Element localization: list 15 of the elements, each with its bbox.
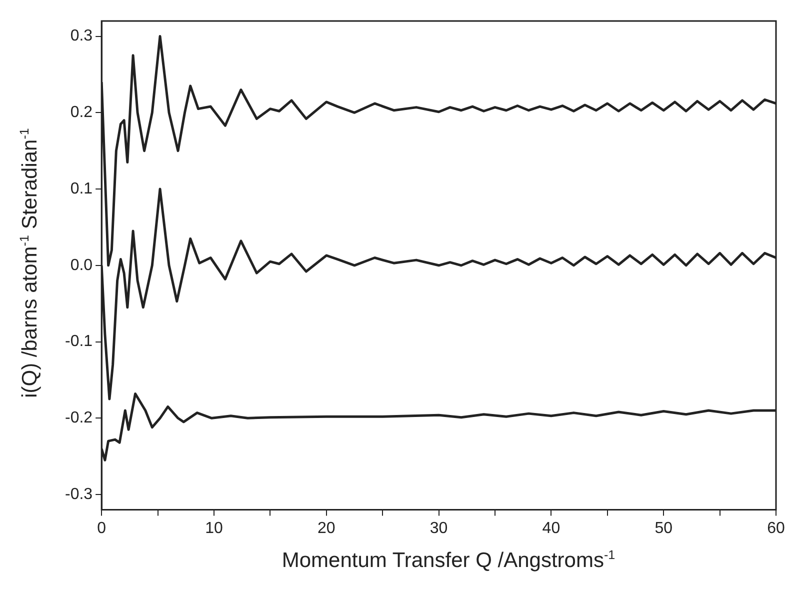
x-tick-label: 30 [430, 520, 448, 537]
y-tick-label: 0.0 [70, 256, 93, 274]
y-tick-label: -0.1 [64, 333, 93, 350]
x-tick-label: 60 [767, 520, 785, 537]
x-tick-label: 20 [317, 520, 336, 537]
x-tick-label: 50 [654, 520, 673, 537]
y-tick-label: -0.3 [64, 486, 93, 503]
y-tick-label: 0.1 [70, 180, 93, 198]
x-axis-title: Momentum Transfer Q /Angstroms$^{-1}$ [280, 548, 616, 573]
y-tick-label: 0.2 [70, 104, 93, 122]
y-tick-label: 0.3 [70, 28, 93, 45]
y-tick-label: -0.2 [64, 410, 93, 427]
x-tick-label: 0 [97, 520, 106, 537]
x-tick-label: 10 [205, 520, 223, 537]
x-tick-label: 40 [542, 520, 560, 537]
